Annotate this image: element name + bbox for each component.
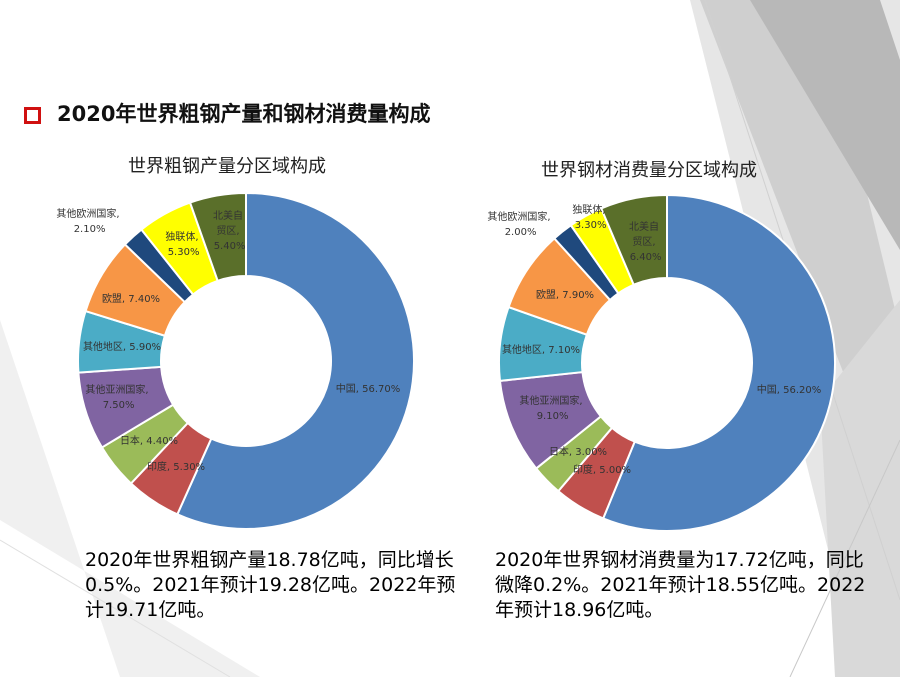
- chart-title-crude-steel: 世界粗钢产量分区域构成: [128, 156, 326, 177]
- slice-label-8: 北美自贸区, 6.40%: [627, 220, 662, 263]
- slice-label-4: 其他地区, 5.90%: [83, 340, 161, 353]
- slice-label-6: 其他欧洲国家, 2.00%: [487, 210, 550, 238]
- slice-label-0: 中国, 56.20%: [757, 383, 822, 396]
- slice-label-1: 印度, 5.00%: [573, 463, 631, 476]
- slice-label-2: 日本, 4.40%: [120, 434, 178, 447]
- slice-label-4: 其他地区, 7.10%: [502, 343, 580, 356]
- slice-label-6: 其他欧洲国家, 2.10%: [56, 207, 119, 235]
- slice-label-7: 独联体, 5.30%: [165, 230, 200, 258]
- chart-title-steel-consumption: 世界钢材消费量分区域构成: [541, 160, 757, 181]
- slice-label-0: 中国, 56.70%: [336, 382, 401, 395]
- slice-label-1: 印度, 5.30%: [147, 460, 205, 473]
- slide-title: 2020年世界粗钢产量和钢材消费量构成: [57, 102, 431, 126]
- note-crude-steel: 2020年世界粗钢产量18.78亿吨，同比增长0.5%。2021年预计19.28…: [85, 549, 456, 621]
- donut-slice-8: [188, 191, 247, 283]
- slice-label-3: 其他亚洲国家, 7.50%: [85, 383, 148, 411]
- slice-label-5: 欧盟, 7.90%: [536, 289, 594, 301]
- donut-slice-0: [601, 193, 836, 532]
- slice-label-7: 独联体, 3.30%: [572, 203, 607, 231]
- note-steel-consumption: 2020年世界钢材消费量为17.72亿吨，同比微降0.2%。2021年预计18.…: [495, 549, 866, 621]
- donut-slice-0: [176, 191, 415, 530]
- slice-label-8: 北美自贸区, 5.40%: [211, 209, 246, 252]
- title-bullet-icon: [24, 107, 41, 124]
- donut-slice-8: [599, 193, 668, 287]
- slice-label-5: 欧盟, 7.40%: [102, 293, 160, 305]
- slice-label-2: 日本, 3.00%: [549, 445, 607, 458]
- slice-label-3: 其他亚洲国家, 9.10%: [519, 394, 582, 422]
